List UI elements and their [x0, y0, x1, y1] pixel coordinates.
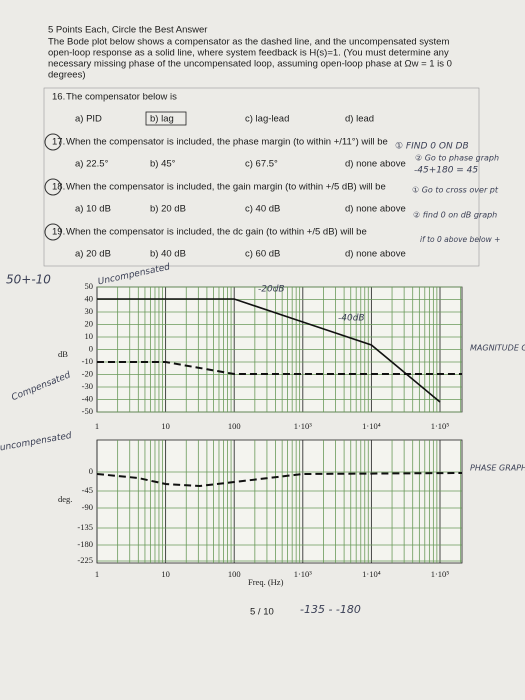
y-tick-label: -135 [77, 522, 93, 532]
note: -135 - -180 [300, 603, 361, 616]
option: b) 45° [150, 159, 176, 170]
x-tick-label: 100 [228, 569, 241, 579]
x-tick-label: 1·10⁴ [362, 569, 381, 579]
option: d) none above [345, 249, 406, 260]
intro-line: open-loop response as a solid line, wher… [48, 48, 449, 59]
question-number: 19. [52, 227, 65, 238]
x-tick-label: 10 [161, 569, 170, 579]
y-tick-label: -40 [82, 393, 93, 403]
option: c) 67.5° [245, 159, 278, 170]
note: ② find 0 on dB graph [413, 211, 497, 220]
option: c) lag-lead [245, 114, 289, 125]
note: if to 0 above below + [420, 235, 500, 244]
question-number: 18. [52, 182, 65, 193]
x-tick-label: 1·10³ [294, 421, 313, 431]
x-tick-label: 1 [95, 421, 99, 431]
option: d) none above [345, 159, 406, 170]
intro-line: The Bode plot below shows a compensator … [48, 37, 449, 48]
question-text: When the compensator is included, the ga… [66, 182, 386, 193]
note: ① FIND 0 ON DB [395, 142, 469, 152]
solid-line [97, 298, 441, 403]
option: d) none above [345, 204, 406, 215]
option: c) 60 dB [245, 249, 280, 260]
y-tick-label: 10 [85, 331, 94, 341]
note: ② Go to phase graph [415, 154, 499, 163]
y-tick-label: 50 [85, 281, 94, 291]
note: -20dB [258, 285, 285, 295]
y-tick-label: -45 [82, 485, 93, 495]
note: ① Go to cross over pt [412, 186, 499, 195]
option: a) 22.5° [75, 159, 109, 170]
y-tick-label: 0 [89, 466, 93, 476]
question-text: When the compensator is included, the dc… [66, 227, 367, 238]
page-number: 5 / 10 [250, 607, 274, 618]
x-tick-label: 1·10⁴ [362, 421, 381, 431]
dashed-line [96, 472, 463, 488]
option: a) 20 dB [75, 249, 111, 260]
option: b) 40 dB [150, 249, 186, 260]
points: 5 Points Each, Circle the Best Answer [48, 25, 207, 36]
y-tick-label: -10 [82, 356, 93, 366]
question-number: 17. [52, 137, 65, 148]
question-text: When the compensator is included, the ph… [66, 137, 388, 148]
circle-mark [44, 133, 62, 151]
note: -40dB [338, 314, 365, 324]
circle-mark [44, 178, 62, 196]
option: d) lead [345, 114, 374, 125]
option: b) lag [150, 114, 174, 125]
intro-line: degrees) [48, 70, 86, 81]
questions: 16. The compensator below is a) PID b) lag c… [44, 92, 406, 260]
question-number: 16. [52, 92, 65, 103]
y-tick-label: -90 [82, 502, 93, 512]
option: a) 10 dB [75, 204, 111, 215]
x-tick-label: 1·10⁵ [431, 569, 450, 579]
x-tick-label: 100 [228, 421, 241, 431]
x-label: Freq. (Hz) [248, 577, 284, 587]
question-box [43, 87, 480, 267]
plot-area [96, 439, 463, 564]
option: b) 20 dB [150, 204, 186, 215]
y-tick-label: 40 [85, 293, 94, 303]
y-tick-label: -180 [77, 539, 93, 549]
note: PHASE GRAPH [470, 464, 525, 473]
note: 50+-10 [6, 273, 51, 287]
x-tick-label: 1·10³ [294, 569, 313, 579]
y-tick-label: -225 [77, 555, 93, 565]
y-label: deg. [58, 494, 72, 504]
note: MAGNITUDE GRAPH [470, 344, 525, 353]
y-tick-label: 30 [85, 306, 94, 316]
option: c) 40 dB [245, 204, 280, 215]
y-tick-label: -20 [82, 368, 93, 378]
question-text: The compensator below is [66, 92, 177, 103]
note: -45+180 = 45 [414, 166, 478, 176]
x-tick-label: 10 [161, 421, 170, 431]
x-tick-label: 1 [95, 569, 99, 579]
y-tick-label: -50 [82, 406, 93, 416]
y-label: dB [58, 349, 68, 359]
dashed-line [97, 361, 462, 375]
y-tick-label: -30 [82, 381, 93, 391]
answer-box [145, 111, 187, 126]
x-tick-label: 1·10⁵ [431, 421, 450, 431]
option: a) PID [75, 114, 102, 125]
y-tick-label: 20 [85, 318, 94, 328]
circle-mark [44, 223, 62, 241]
y-tick-label: 0 [89, 343, 93, 353]
intro-line: necessary missing phase of the uncompens… [48, 59, 452, 70]
